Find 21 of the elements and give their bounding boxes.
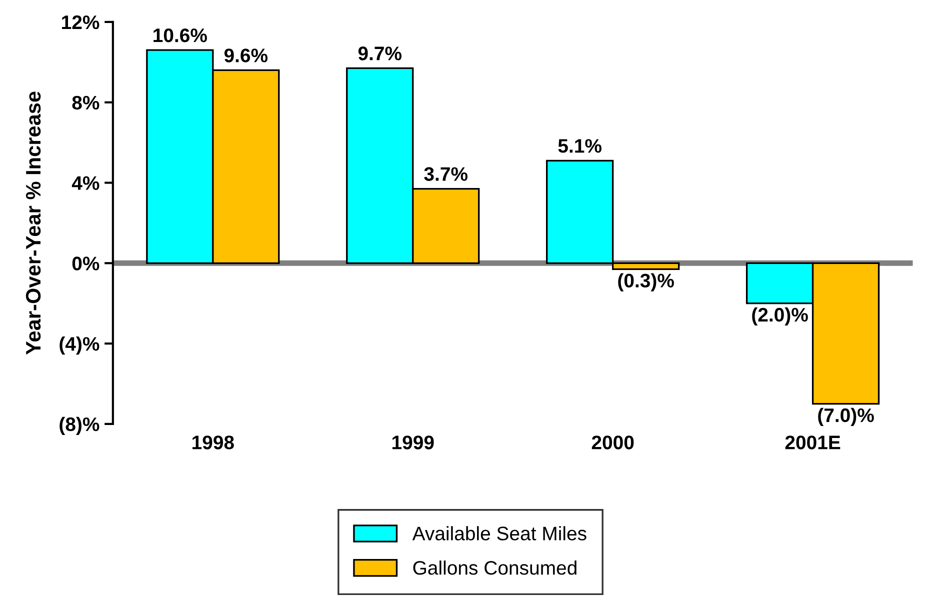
y-tick-label: 12% xyxy=(62,15,100,30)
data-label: (7.0)% xyxy=(818,408,874,426)
x-tick-label: 1999 xyxy=(392,436,434,450)
x-tick-label: 1998 xyxy=(192,436,234,450)
x-tick-label: 2001E xyxy=(785,436,840,450)
y-tick-label: 4% xyxy=(72,176,100,190)
y-tick-label: 8% xyxy=(72,96,100,110)
data-label: 9.7% xyxy=(358,46,402,60)
data-label: 5.1% xyxy=(558,139,602,153)
y-tick-label: (4)% xyxy=(60,336,100,355)
data-label: (0.3)% xyxy=(618,273,674,292)
legend-label: Available Seat Miles xyxy=(412,526,586,540)
data-label: 9.6% xyxy=(224,48,268,62)
y-tick-label: 0% xyxy=(72,256,100,270)
data-label: 10.6% xyxy=(154,28,207,42)
x-tick-label: 2000 xyxy=(592,436,634,450)
y-tick-label: (8)% xyxy=(60,416,100,436)
y-axis-title: Year-Over-Year % Increase xyxy=(26,92,41,355)
legend-label: Gallons Consumed xyxy=(413,560,576,575)
data-label: 3.7% xyxy=(424,167,468,181)
data-label: (2.0)% xyxy=(752,307,808,326)
